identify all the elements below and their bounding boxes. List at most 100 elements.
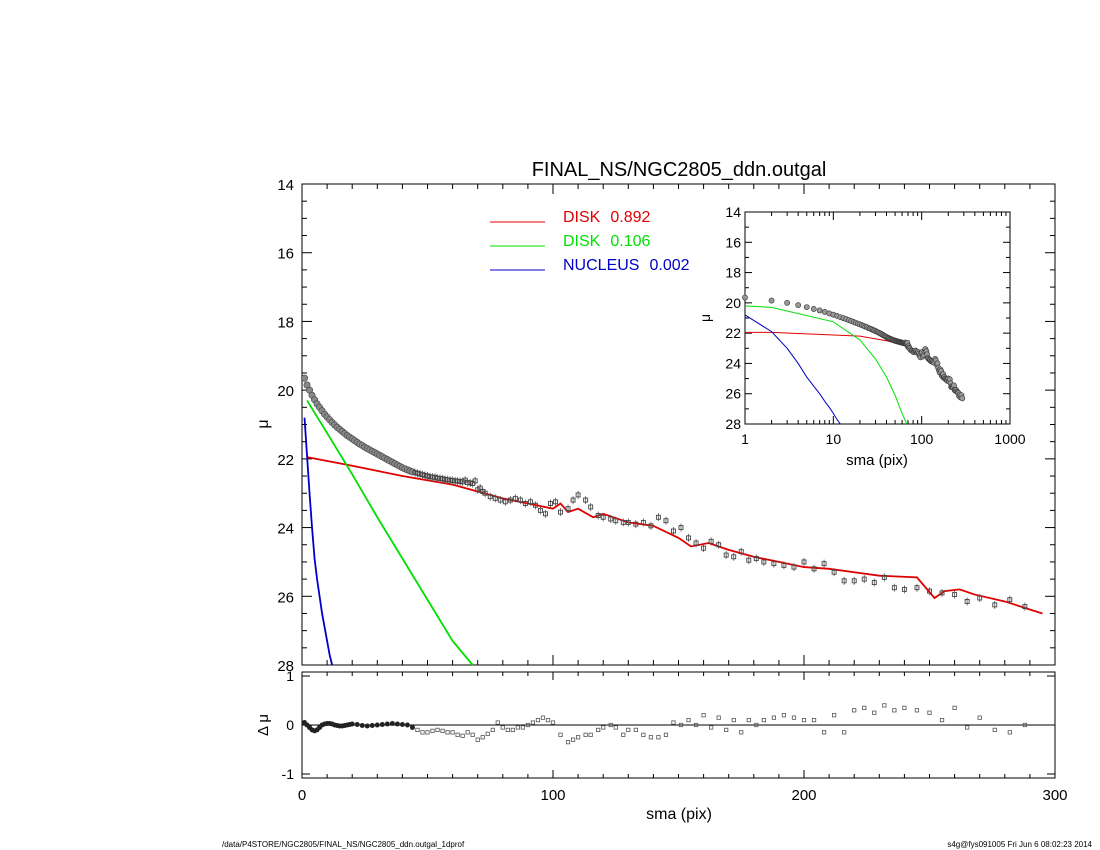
residual-point [565,740,571,745]
data-point [738,549,744,555]
residual-point [608,722,613,728]
data-point [655,514,661,520]
data-point [811,566,817,572]
residual-point [686,718,691,723]
data-point [437,475,443,481]
residual-point [914,708,920,713]
legend-component-value: 0.106 [610,233,650,250]
inset-x-tick-labels: 1 10 100 1000 [741,431,1026,447]
main-y-axis-label: μ [255,419,272,428]
data-point [761,559,767,565]
residual-point [716,715,721,720]
data-point [583,497,589,503]
legend-component-name: DISK [563,233,601,250]
data-point [527,499,533,505]
residual-point [902,705,907,710]
inset-data-point [742,294,748,301]
data-point [465,480,471,486]
data-point [625,519,631,525]
data-point [620,519,626,525]
data-point [522,501,528,506]
data-point [301,374,309,382]
residual-point [430,728,435,733]
residual-point [671,720,676,725]
model-line-disk-2 [306,399,474,666]
residual-point [821,730,827,735]
residual-point [500,725,505,730]
residual-point [404,722,410,728]
main-y-tick-label: 14 [277,177,294,194]
residual-point [596,727,601,733]
inset-model-line [744,314,841,425]
legend-component-value: 0.002 [649,257,689,274]
data-point [425,473,430,479]
residual-point [495,720,500,725]
residual-point [354,722,360,728]
data-point [1022,604,1028,610]
inset-x-tick-label: 1 [741,431,749,447]
inset-y-tick-label: 16 [725,234,741,250]
legend-label: DISK 0.892 [563,209,650,226]
residual-y-axis-label: Δ μ [255,714,272,736]
data-point [532,502,538,508]
data-point [435,475,440,481]
residual-point [832,713,837,718]
main-axis-ticks [301,183,1056,666]
main-y-tick-label: 16 [277,246,294,263]
residual-point [515,725,520,730]
data-point [452,478,458,484]
x-tick-label: 100 [540,787,565,804]
data-point [678,525,684,531]
residual-point [678,722,684,728]
data-point [470,481,476,487]
residual-point [420,730,425,735]
residual-point [862,705,867,710]
residual-point [445,730,450,735]
residual-point [415,727,420,733]
data-point [588,504,594,510]
inset-data-point [810,306,817,312]
data-point [420,472,425,478]
data-point [608,516,614,522]
residual-point [754,722,759,728]
data-point [548,501,553,506]
residual-point [570,737,576,742]
model-line-disk-1 [306,456,1043,615]
residual-point [656,735,661,740]
x-tick-label: 300 [1042,787,1067,804]
data-point [821,561,827,567]
residual-point [583,732,588,737]
data-point [600,514,606,520]
residual-point [576,735,581,740]
data-point [570,497,576,503]
data-point [502,499,508,505]
data-point [558,509,563,515]
inset-data-point [803,304,810,310]
residual-point [510,727,515,733]
main-y-tick-label: 20 [277,383,294,400]
residual-point [663,732,669,737]
inset-y-tick-label: 28 [725,416,741,432]
inset-x-axis-label: sma (pix) [846,452,908,469]
res-y-tick-label: 0 [286,717,294,733]
inset-data-points [742,294,966,402]
data-point [640,519,646,525]
data-point [871,580,877,585]
data-point [791,564,797,570]
residual-point [601,725,606,730]
inset-data-point [959,395,966,402]
data-point [432,474,438,480]
data-point [663,518,669,524]
residual-point [648,735,653,740]
residual-point [588,732,593,737]
residual-point [558,732,563,737]
residual-plot-panel: 10-1 0 100 200 300 Δ μ sma (pix) [255,668,1068,823]
inset-y-tick-label: 22 [725,325,741,341]
residual-point [724,727,729,733]
data-point [701,545,707,551]
data-point [613,518,619,524]
inset-y-tick-labels: 14 16 18 20 22 24 26 28 [725,204,741,432]
data-point [487,494,493,500]
data-point [467,480,473,486]
